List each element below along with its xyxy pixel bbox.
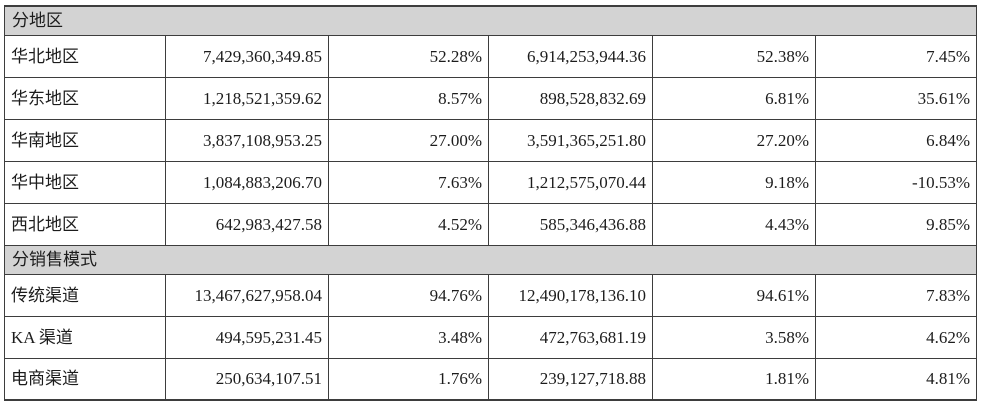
share-prior-cell: 94.61% xyxy=(652,273,816,317)
financial-breakdown-table: 分地区 华北地区 7,429,360,349.85 52.28% 6,914,2… xyxy=(3,5,978,401)
table-row-region-central: 华中地区 1,084,883,206.70 7.63% 1,212,575,07… xyxy=(4,160,978,204)
amount-current-cell: 3,837,108,953.25 xyxy=(165,118,329,162)
amount-current-cell: 13,467,627,958.04 xyxy=(165,273,329,317)
share-prior-cell: 52.38% xyxy=(652,34,816,78)
share-current-cell: 7.63% xyxy=(328,160,489,204)
table-row-channel-traditional: 传统渠道 13,467,627,958.04 94.76% 12,490,178… xyxy=(4,273,978,317)
amount-prior-cell: 1,212,575,070.44 xyxy=(488,160,653,204)
row-label: 传统渠道 xyxy=(4,273,166,317)
amount-current-cell: 1,084,883,206.70 xyxy=(165,160,329,204)
yoy-change-cell: -10.53% xyxy=(814,160,978,204)
amount-current-cell: 1,218,521,359.62 xyxy=(165,76,329,120)
amount-prior-cell: 585,346,436.88 xyxy=(488,202,653,246)
table-row-region-east: 华东地区 1,218,521,359.62 8.57% 898,528,832.… xyxy=(4,76,978,120)
row-label: 华北地区 xyxy=(4,34,166,78)
yoy-change-cell: 35.61% xyxy=(814,76,978,120)
amount-current-cell: 7,429,360,349.85 xyxy=(165,34,329,78)
share-current-cell: 8.57% xyxy=(328,76,489,120)
table-row-channel-ka: KA 渠道 494,595,231.45 3.48% 472,763,681.1… xyxy=(4,315,978,359)
share-prior-cell: 27.20% xyxy=(652,118,816,162)
amount-prior-cell: 898,528,832.69 xyxy=(488,76,653,120)
share-current-cell: 3.48% xyxy=(328,315,489,359)
amount-current-cell: 642,983,427.58 xyxy=(165,202,329,246)
yoy-change-cell: 6.84% xyxy=(814,118,978,162)
section-header-row-by-region: 分地区 xyxy=(3,5,978,36)
share-prior-cell: 6.81% xyxy=(652,76,816,120)
table-row-region-northwest: 西北地区 642,983,427.58 4.52% 585,346,436.88… xyxy=(4,202,978,246)
share-current-cell: 1.76% xyxy=(328,357,489,401)
section-header-row-by-sales-model: 分销售模式 xyxy=(3,244,978,275)
section-header-label: 分地区 xyxy=(3,5,978,36)
section-header-label: 分销售模式 xyxy=(3,244,978,275)
share-current-cell: 27.00% xyxy=(328,118,489,162)
amount-current-cell: 494,595,231.45 xyxy=(165,315,329,359)
share-current-cell: 52.28% xyxy=(328,34,489,78)
row-label: 西北地区 xyxy=(4,202,166,246)
row-label: 华南地区 xyxy=(4,118,166,162)
share-current-cell: 94.76% xyxy=(328,273,489,317)
share-current-cell: 4.52% xyxy=(328,202,489,246)
share-prior-cell: 1.81% xyxy=(652,357,816,401)
table-row-region-south: 华南地区 3,837,108,953.25 27.00% 3,591,365,2… xyxy=(4,118,978,162)
amount-current-cell: 250,634,107.51 xyxy=(165,357,329,401)
amount-prior-cell: 12,490,178,136.10 xyxy=(488,273,653,317)
amount-prior-cell: 472,763,681.19 xyxy=(488,315,653,359)
share-prior-cell: 4.43% xyxy=(652,202,816,246)
yoy-change-cell: 9.85% xyxy=(814,202,978,246)
amount-prior-cell: 3,591,365,251.80 xyxy=(488,118,653,162)
row-label: 电商渠道 xyxy=(4,357,166,401)
row-label: KA 渠道 xyxy=(4,315,166,359)
share-prior-cell: 3.58% xyxy=(652,315,816,359)
row-label: 华中地区 xyxy=(4,160,166,204)
yoy-change-cell: 4.81% xyxy=(814,357,978,401)
table-row-region-north: 华北地区 7,429,360,349.85 52.28% 6,914,253,9… xyxy=(4,34,978,78)
table-row-channel-ecommerce: 电商渠道 250,634,107.51 1.76% 239,127,718.88… xyxy=(4,357,978,401)
amount-prior-cell: 6,914,253,944.36 xyxy=(488,34,653,78)
row-label: 华东地区 xyxy=(4,76,166,120)
share-prior-cell: 9.18% xyxy=(652,160,816,204)
amount-prior-cell: 239,127,718.88 xyxy=(488,357,653,401)
yoy-change-cell: 7.45% xyxy=(814,34,978,78)
yoy-change-cell: 7.83% xyxy=(814,273,978,317)
yoy-change-cell: 4.62% xyxy=(814,315,978,359)
